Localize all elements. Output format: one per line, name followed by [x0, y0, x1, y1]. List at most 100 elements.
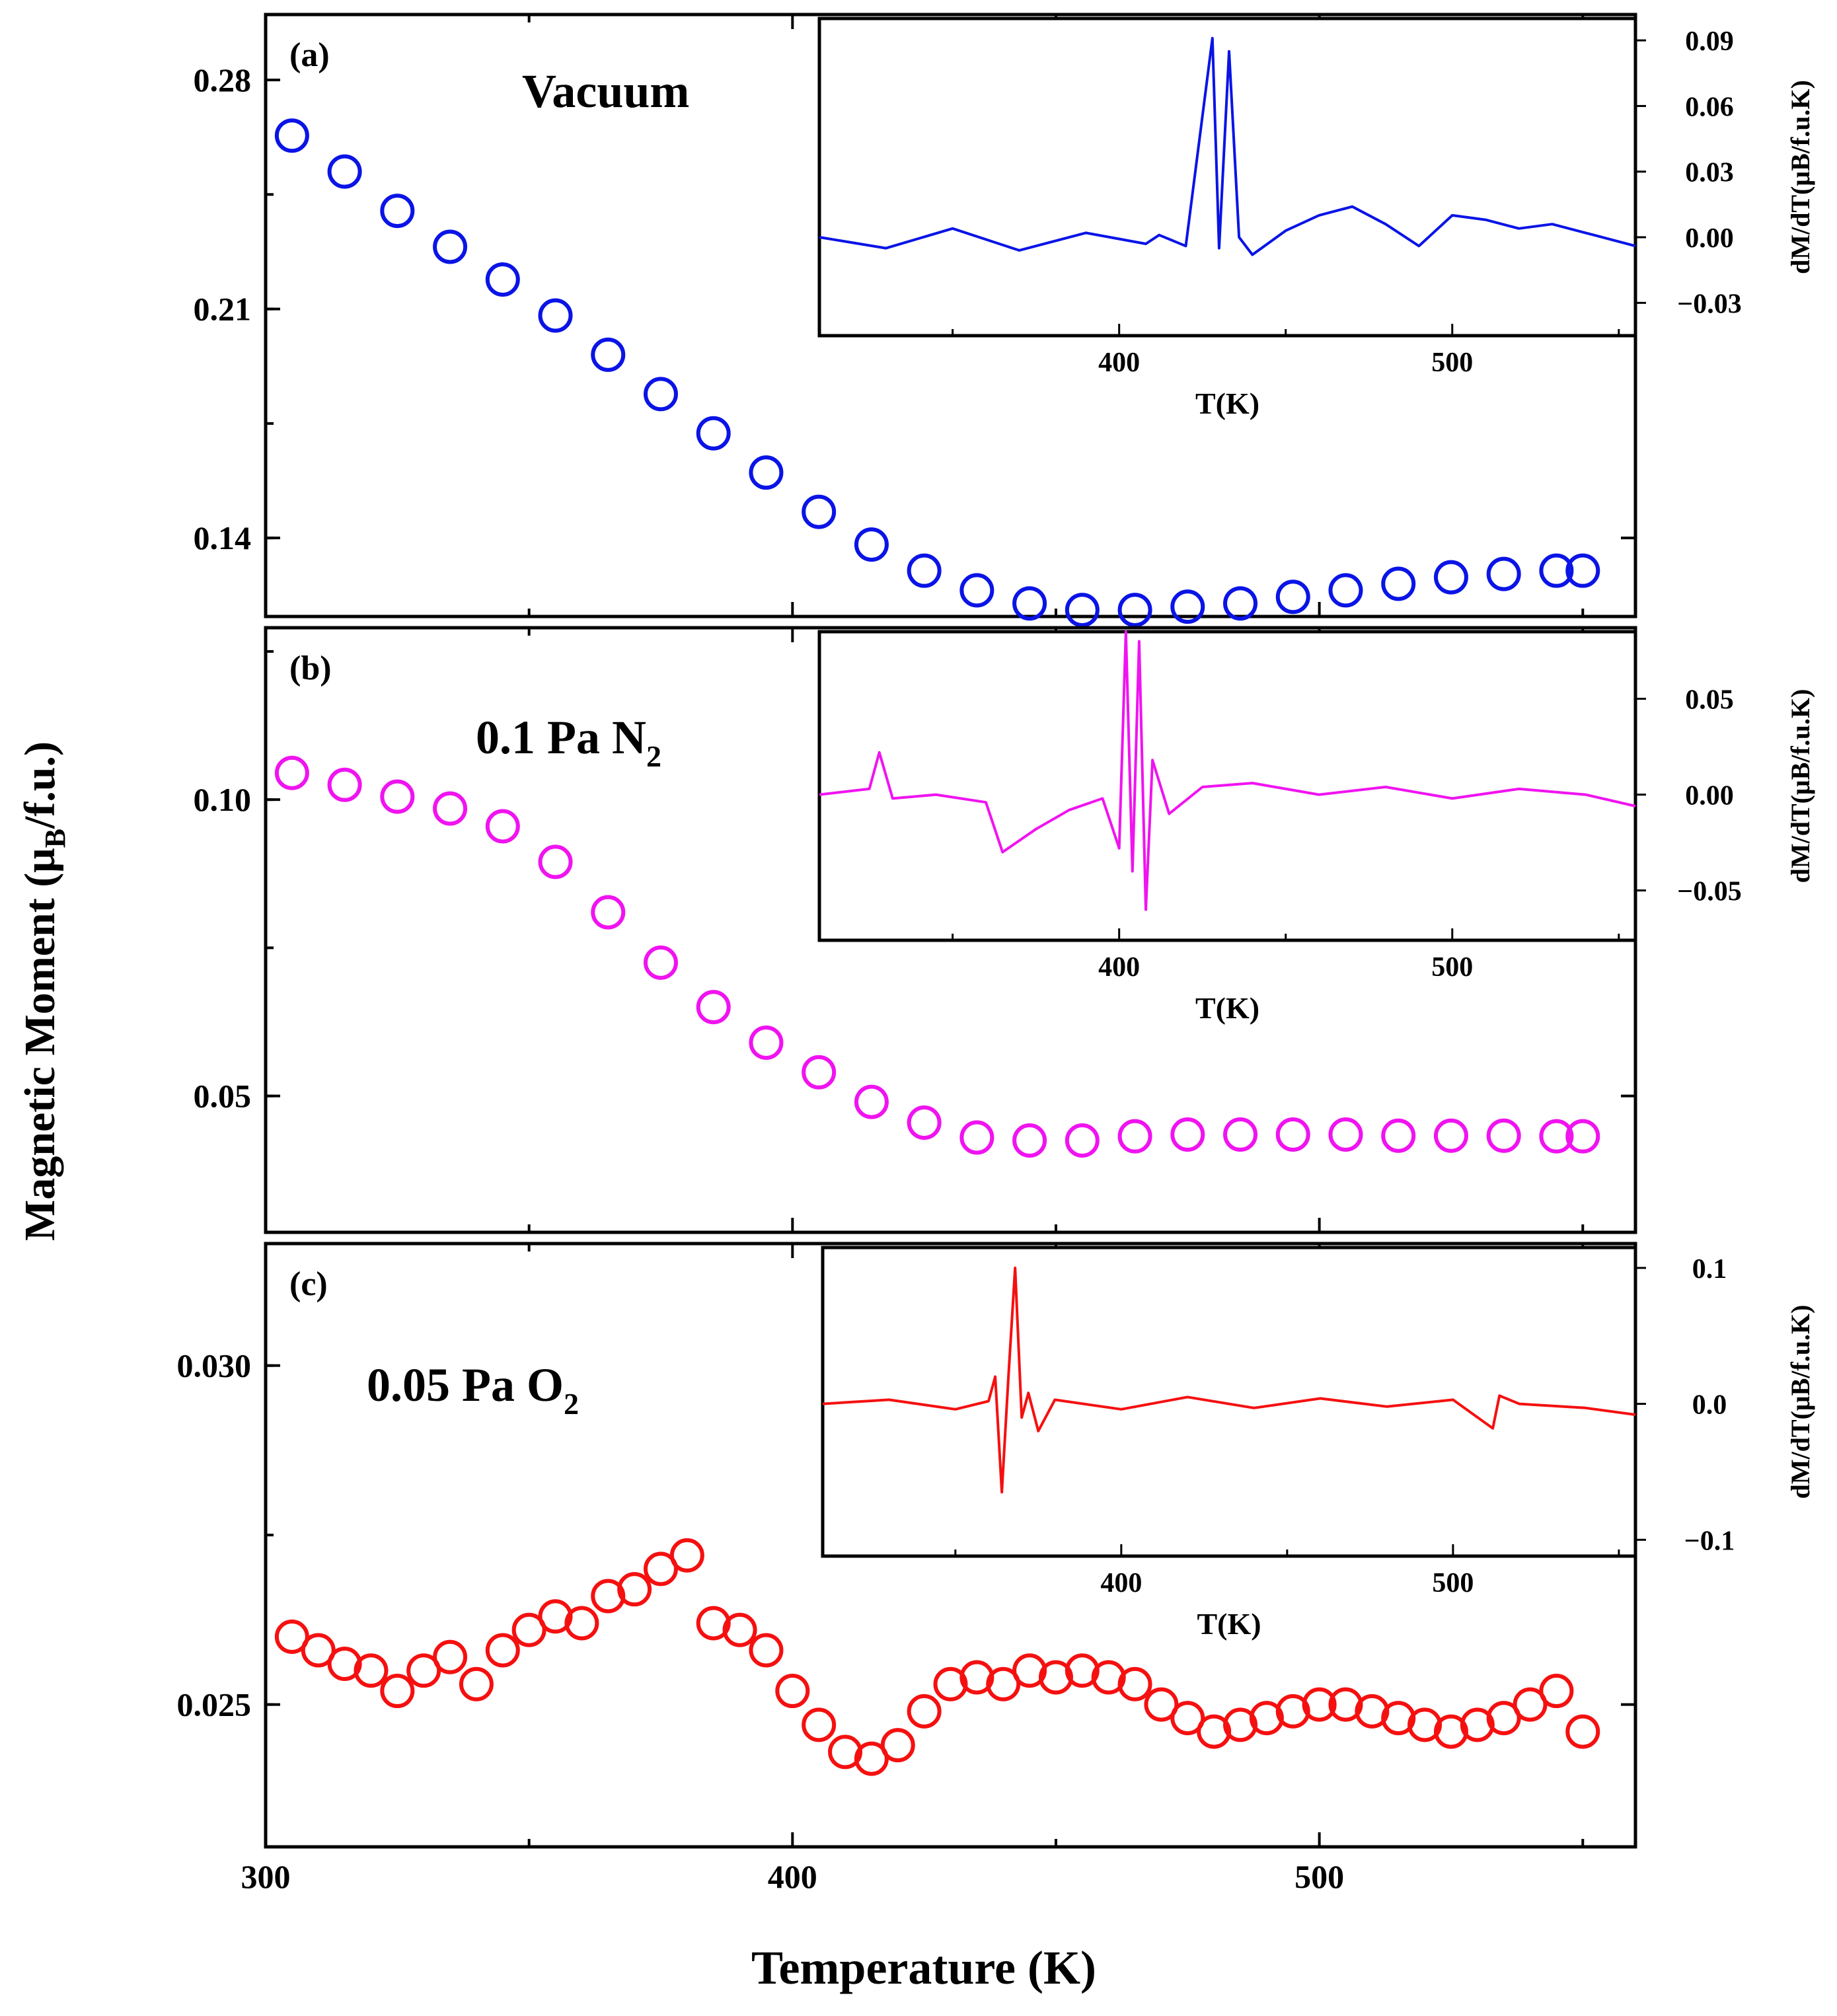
y-tick-label: 0.21 — [194, 291, 252, 328]
data-point — [933, 1666, 968, 1701]
data-point — [1065, 593, 1100, 628]
data-point — [433, 791, 468, 826]
data-point — [485, 1633, 520, 1668]
data-point — [327, 154, 362, 189]
data-point — [1275, 1117, 1310, 1152]
inset-x-tick-label: 400 — [1098, 952, 1140, 983]
x-tick-label: 300 — [241, 1858, 291, 1895]
data-point — [775, 1674, 810, 1709]
inset-x-tick-label: 500 — [1432, 1568, 1474, 1598]
data-point — [1513, 1687, 1548, 1722]
y-axis-label: Magnetic Moment (μB/f.u.) — [16, 741, 71, 1241]
data-point — [1539, 1674, 1574, 1709]
y-tick-label: 0.28 — [194, 61, 252, 98]
data-point — [459, 1666, 494, 1701]
data-point — [1565, 1714, 1600, 1749]
data-point — [1328, 1117, 1363, 1152]
data-point — [669, 1538, 704, 1573]
panel-label: (b) — [289, 650, 332, 687]
data-point — [485, 809, 520, 844]
data-point — [1117, 1119, 1152, 1154]
inset-series-line — [819, 630, 1636, 911]
data-point — [1065, 1653, 1100, 1688]
data-point — [854, 1741, 889, 1776]
data-point — [1275, 1694, 1310, 1729]
data-point — [1144, 1687, 1179, 1722]
data-point — [538, 1599, 573, 1634]
y-tick-label: 0.10 — [194, 781, 252, 818]
inset-frame — [821, 1246, 1637, 1558]
data-point — [1223, 1117, 1258, 1152]
data-point — [1539, 553, 1574, 588]
panel-a: 0.14 0.21 0.28 (a) Vacuum 400 500 T(K) −0.03 0.00… — [194, 13, 1815, 628]
data-point — [1302, 1687, 1337, 1722]
data-point — [327, 767, 362, 802]
inset-x-tick-label: 500 — [1431, 348, 1473, 378]
inset-y-tick-label: −0.1 — [1684, 1526, 1735, 1556]
data-point — [591, 1579, 626, 1614]
data-point — [1565, 553, 1600, 588]
data-point — [749, 1633, 784, 1668]
inset-y-tick-label: 0.03 — [1685, 158, 1734, 188]
condition-label: 0.05 Pa O2 — [367, 1359, 579, 1421]
inset-y-tick-label: 0.05 — [1685, 685, 1734, 716]
y-tick-label: 0.05 — [194, 1078, 252, 1115]
inset-x-tick-label: 500 — [1431, 952, 1473, 983]
data-point — [907, 1105, 942, 1140]
panel-label: (a) — [289, 36, 330, 74]
inset-x-axis-label: T(K) — [1197, 1607, 1261, 1641]
data-point — [301, 1633, 336, 1668]
data-point — [828, 1735, 863, 1770]
data-point — [1433, 560, 1468, 595]
data-point — [433, 229, 468, 264]
data-point — [1328, 1687, 1363, 1722]
data-point — [274, 118, 309, 153]
data-point — [1012, 586, 1047, 621]
inset-series-line — [822, 1266, 1636, 1494]
data-point — [1565, 1119, 1600, 1154]
data-point — [1355, 1694, 1390, 1729]
data-point — [1012, 1653, 1047, 1688]
inset-x-tick-label: 400 — [1100, 1568, 1142, 1598]
inset-y-tick-label: 0.00 — [1685, 223, 1734, 254]
data-point — [854, 527, 889, 562]
data-point — [1223, 586, 1258, 621]
data-point — [643, 945, 678, 980]
data-point — [1223, 1707, 1258, 1742]
data-point — [1249, 1701, 1284, 1736]
inset-y-axis-label: dM/dT(μB/f.u.K) — [1785, 1305, 1815, 1499]
data-point — [1170, 1117, 1205, 1152]
y-tick-label: 0.030 — [177, 1347, 252, 1384]
data-point — [1381, 566, 1416, 601]
data-point — [327, 1647, 362, 1682]
inset-x-tick-label: 400 — [1098, 348, 1140, 378]
inset-series-line — [819, 36, 1636, 256]
data-point — [1486, 556, 1521, 591]
data-point — [643, 1551, 678, 1587]
x-tick-label: 500 — [1294, 1858, 1344, 1895]
data-point — [880, 1728, 915, 1763]
data-point — [1407, 1707, 1443, 1742]
inset-y-tick-label: 0.09 — [1685, 26, 1734, 57]
inset-y-tick-label: 0.0 — [1692, 1390, 1727, 1421]
data-point — [1038, 1660, 1073, 1695]
data-point — [538, 844, 573, 879]
inset: 400 500 T(K) −0.1 0.0 0.1 dM/dT(μB/f.u.K) — [821, 1246, 1815, 1641]
data-point — [380, 194, 415, 229]
data-point — [1170, 1701, 1205, 1736]
data-point — [749, 1025, 784, 1060]
data-point — [959, 1660, 994, 1695]
data-point — [1117, 1666, 1152, 1701]
data-point — [696, 990, 731, 1025]
data-point — [1460, 1707, 1495, 1742]
data-point — [1091, 1660, 1126, 1695]
data-point — [564, 1606, 599, 1641]
x-axis-label: Temperature (K) — [751, 1941, 1096, 1994]
data-point — [722, 1612, 757, 1647]
panel-b: 0.05 0.10 (b) 0.1 Pa N2 400 500 T(K) −0.05 0.00 0… — [194, 626, 1815, 1234]
data-point — [1539, 1119, 1574, 1154]
inset-y-tick-label: −0.05 — [1677, 877, 1741, 907]
data-point — [959, 573, 994, 608]
data-point — [854, 1084, 889, 1119]
